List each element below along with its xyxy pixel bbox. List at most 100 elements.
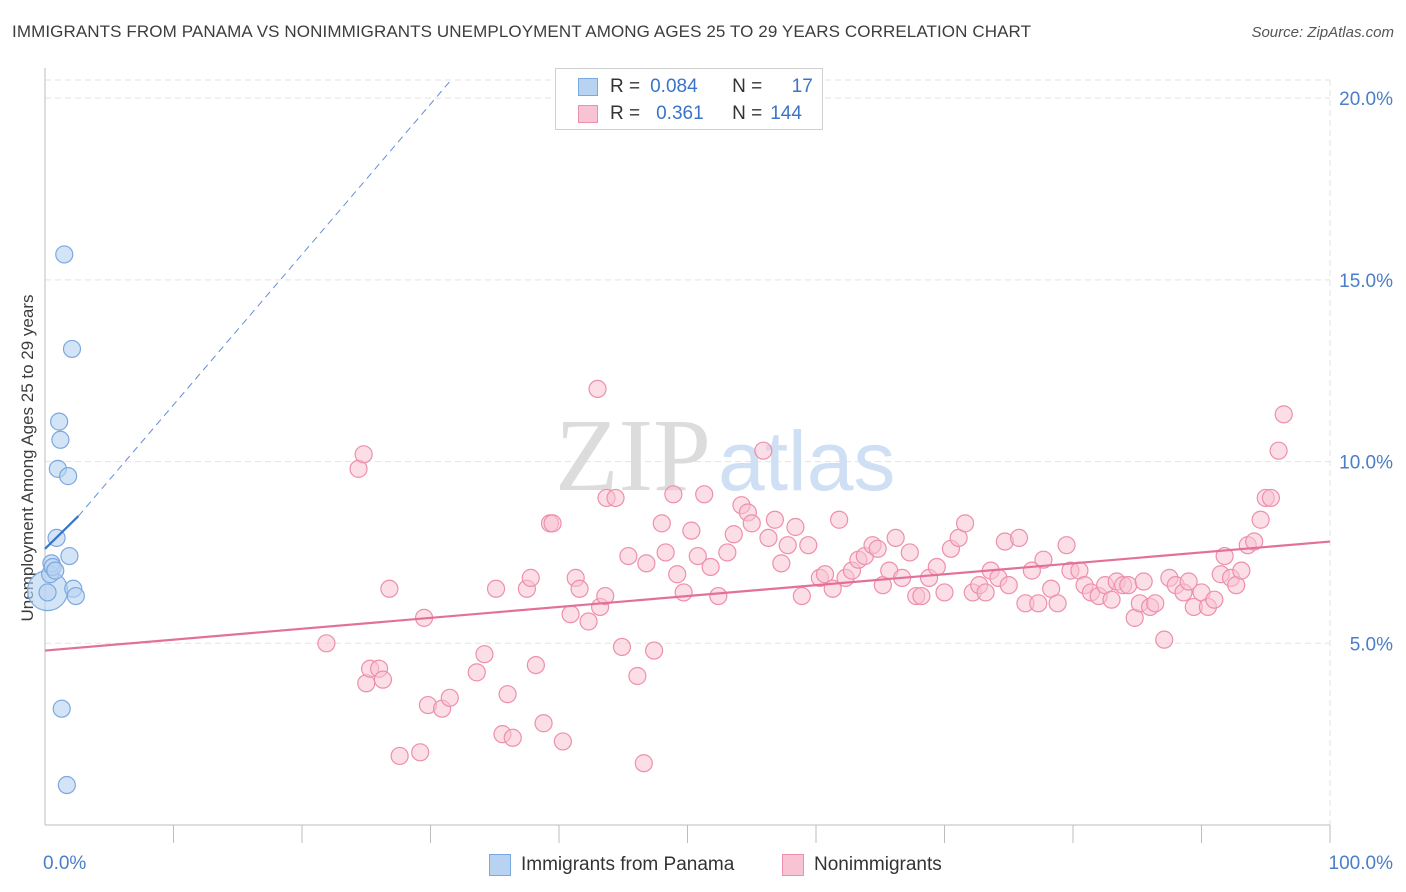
nonimmigrants-point	[886, 528, 905, 548]
legend-swatch-panama	[578, 78, 598, 96]
legend-row-nonimmigrants: R = 0.361 N = 144	[578, 102, 814, 126]
nonimmigrants-point	[634, 754, 653, 773]
nonimmigrants-point	[553, 732, 572, 751]
nonimmigrants-point	[999, 576, 1018, 595]
nonimmigrants-point	[644, 641, 664, 660]
nonimmigrants-point	[1269, 441, 1288, 460]
axes	[44, 68, 1331, 843]
nonimmigrants-point	[724, 525, 743, 544]
nonimmigrants-point	[561, 605, 580, 624]
nonimmigrants-point	[440, 688, 459, 707]
nonimmigrants-point	[792, 586, 811, 606]
nonimmigrants-point	[815, 565, 835, 584]
nonimmigrants-point	[754, 441, 773, 460]
legend-r-value: 0.361	[656, 103, 704, 124]
nonimmigrants-point	[1057, 536, 1076, 555]
panama-point	[62, 339, 82, 359]
nonimmigrants-point	[606, 488, 625, 508]
nonimmigrants-point	[1179, 572, 1198, 591]
nonimmigrants-point	[637, 554, 656, 573]
panama-point	[51, 430, 70, 449]
panama-point	[38, 583, 57, 602]
bottom-legend-panama: Immigrants from Panama	[489, 852, 734, 878]
nonimmigrants-point	[1205, 590, 1224, 609]
nonimmigrants-point	[695, 485, 714, 504]
nonimmigrants-point	[688, 546, 707, 566]
legend-row-panama: R = 0.084 N = 17	[578, 75, 824, 99]
panama-point	[59, 467, 78, 486]
nonimmigrants-point	[1274, 405, 1293, 424]
nonimmigrants-point	[1134, 572, 1153, 591]
nonimmigrants-point	[927, 557, 946, 577]
nonimmigrants-point	[709, 586, 728, 606]
chart-title: IMMIGRANTS FROM PANAMA VS NONIMMIGRANTS …	[12, 22, 1032, 41]
nonimmigrants-point	[935, 583, 954, 602]
nonimmigrants-point	[380, 579, 399, 598]
x-tick-label-min: 0.0%	[43, 853, 86, 874]
legend-n-value: 144	[770, 103, 802, 124]
y-tick-label: 15.0%	[1339, 271, 1393, 292]
nonimmigrants-point	[765, 510, 784, 529]
legend-r-value: 0.084	[650, 76, 698, 97]
nonimmigrants-point	[830, 510, 849, 529]
nonimmigrants-point	[701, 557, 720, 577]
panama-trend-extension	[78, 79, 452, 517]
nonimmigrants-point	[799, 536, 818, 555]
nonimmigrants-points	[317, 379, 1293, 773]
nonimmigrants-point	[534, 714, 553, 733]
nonimmigrants-point	[498, 685, 517, 704]
watermark: ZIP atlas	[555, 398, 895, 513]
nonimmigrants-point	[486, 579, 506, 598]
nonimmigrants-point	[778, 536, 797, 555]
legend-n-label: N =	[732, 76, 763, 97]
nonimmigrants-point	[1232, 561, 1251, 580]
nonimmigrants-point	[619, 546, 638, 566]
nonimmigrants-point	[1009, 528, 1029, 548]
panama-points	[26, 245, 85, 795]
panama-point	[46, 561, 65, 580]
nonimmigrants-point	[718, 543, 737, 562]
nonimmigrants-point	[1034, 550, 1053, 569]
nonimmigrants-point	[1048, 594, 1067, 613]
watermark-zip: ZIP	[555, 398, 711, 513]
legend-r-label: R =	[610, 76, 641, 97]
nonimmigrants-point	[1146, 594, 1165, 613]
nonimmigrants-trend-line	[44, 540, 1331, 652]
legend-r-label: R =	[610, 103, 641, 124]
nonimmigrants-point	[656, 543, 675, 562]
panama-point	[57, 775, 76, 795]
nonimmigrants-point	[912, 586, 931, 606]
nonimmigrants-point	[1029, 594, 1048, 613]
nonimmigrants-point	[588, 379, 607, 399]
y-tick-label: 10.0%	[1339, 453, 1393, 474]
nonimmigrants-point	[521, 568, 540, 587]
nonimmigrants-point	[411, 743, 430, 762]
legend-box: R = 0.084 N = 17 R = 0.361 N = 144	[555, 68, 823, 130]
nonimmigrants-point	[742, 514, 761, 533]
nonimmigrants-point	[596, 586, 615, 606]
bottom-legend-label-panama: Immigrants from Panama	[521, 854, 735, 875]
panama-trend-line	[44, 515, 80, 550]
bottom-legend-swatch-nonimmigrants	[782, 854, 804, 876]
nonimmigrants-point	[759, 528, 778, 548]
nonimmigrants-point	[955, 514, 975, 533]
nonimmigrants-point	[1245, 532, 1264, 551]
nonimmigrants-point	[1261, 488, 1280, 508]
nonimmigrants-point	[682, 521, 701, 540]
nonimmigrants-point	[1251, 510, 1270, 529]
bottom-legend-label-nonimmigrants: Nonimmigrants	[814, 854, 942, 875]
nonimmigrants-point	[475, 645, 494, 664]
nonimmigrants-point	[668, 565, 687, 584]
nonimmigrants-point	[390, 746, 409, 766]
nonimmigrants-point	[543, 514, 562, 533]
y-tick-label: 20.0%	[1339, 89, 1393, 110]
panama-point	[50, 412, 69, 431]
nonimmigrants-point	[772, 554, 791, 573]
nonimmigrants-point	[1102, 590, 1121, 609]
nonimmigrants-point	[503, 728, 522, 747]
nonimmigrants-point	[674, 583, 693, 602]
panama-point	[52, 699, 71, 718]
watermark-atlas: atlas	[718, 414, 895, 508]
nonimmigrants-point	[1119, 576, 1138, 595]
